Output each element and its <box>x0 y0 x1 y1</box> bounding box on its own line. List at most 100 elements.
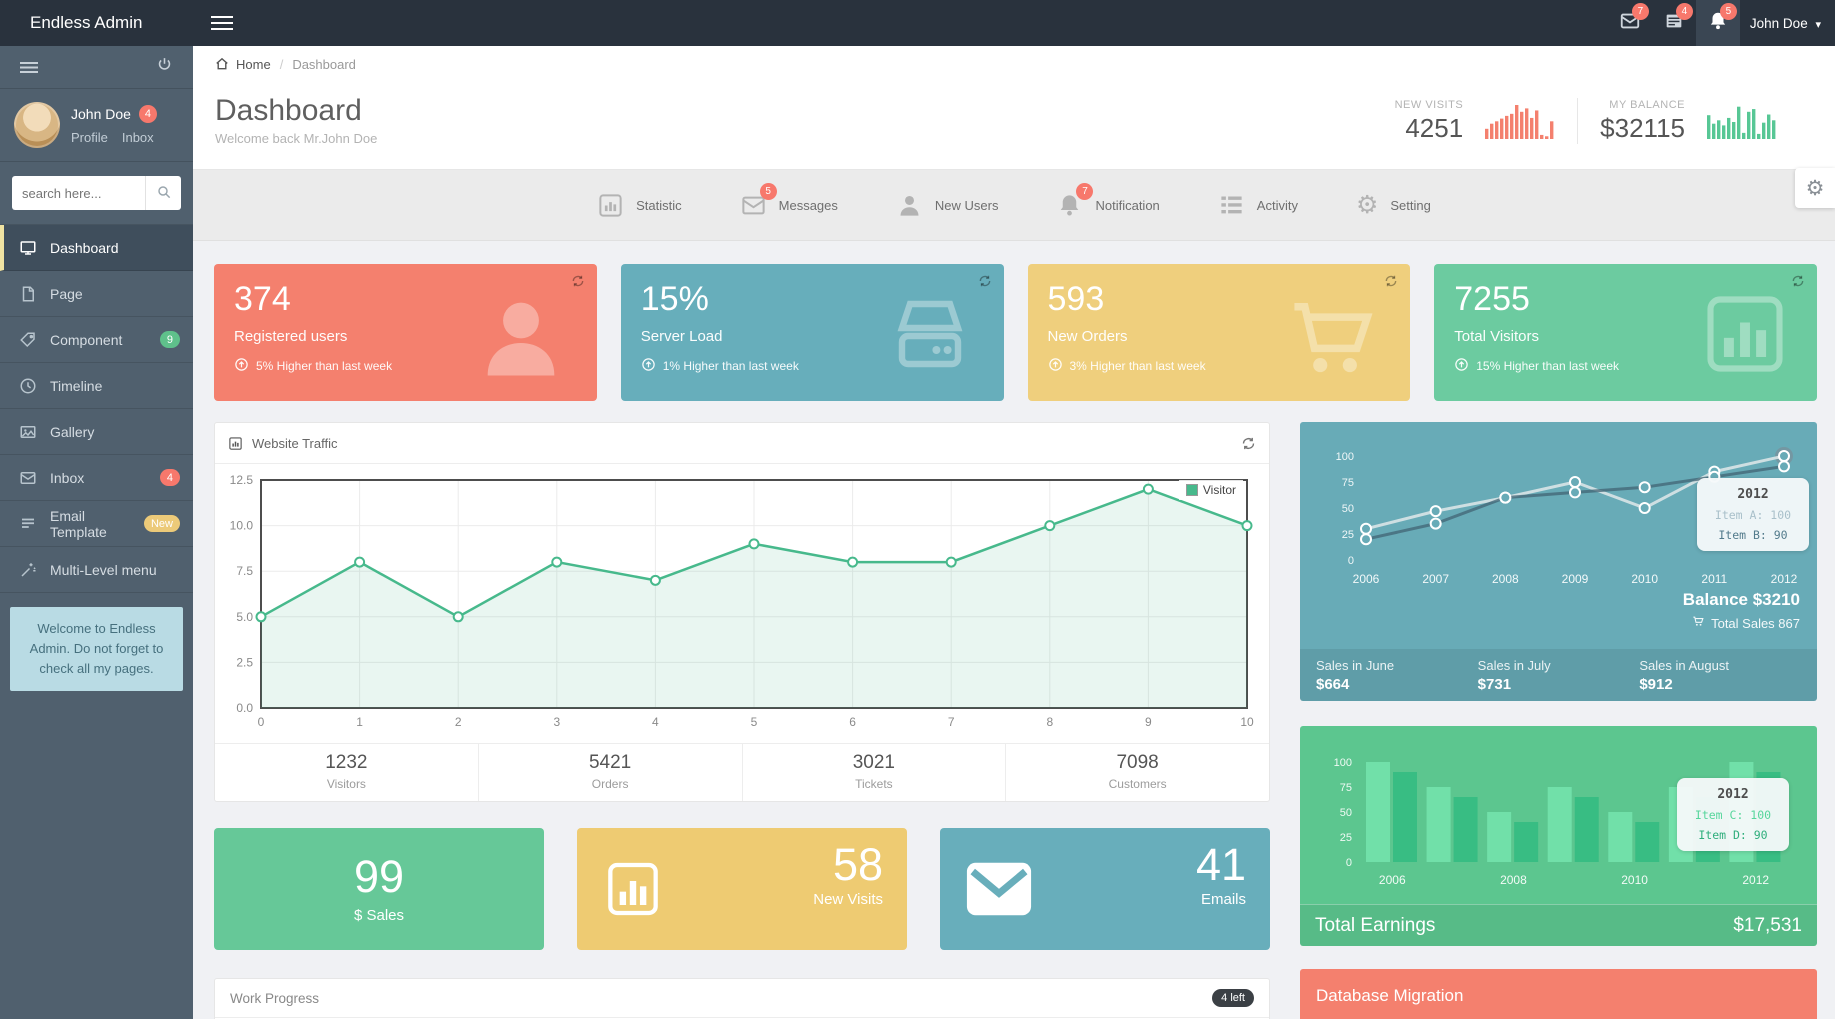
search-input[interactable] <box>12 176 145 210</box>
monthly-sales-strip: Sales in June $664 Sales in July $731 Sa… <box>1300 649 1817 701</box>
sale-value: $664 <box>1316 675 1350 693</box>
navbar-notifications-button[interactable]: 5 <box>1695 0 1740 46</box>
svg-text:2010: 2010 <box>1621 873 1648 887</box>
new-visits-sparkline <box>1485 105 1554 139</box>
balance-label: MY BALANCE <box>1609 98 1685 111</box>
toolbar-notification-badge: 7 <box>1076 182 1094 200</box>
page-icon <box>19 285 37 303</box>
website-traffic-panel: Website Traffic 0 1 2 3 4 5 6 7 8 9 10 0.0 2.5 5.0 7.5… <box>214 422 1270 802</box>
refresh-icon[interactable] <box>1241 436 1256 451</box>
navbar-hamburger-icon[interactable] <box>211 16 233 30</box>
stat-note: 15% Higher than last week <box>1476 359 1619 373</box>
toolbar-label: Setting <box>1390 197 1431 213</box>
traffic-stat-orders: 5421 Orders <box>477 744 742 801</box>
tooltip-row: Item B: 90 <box>1718 528 1788 542</box>
tasks-left-badge: 4 left <box>1212 989 1254 1007</box>
sales-june: Sales in June $664 <box>1316 658 1478 693</box>
refresh-icon[interactable] <box>571 274 585 293</box>
sidebar-collapse-icon[interactable] <box>20 61 38 73</box>
svg-text:50: 50 <box>1342 503 1354 515</box>
toolbar-messages[interactable]: 5 Messages <box>740 182 838 219</box>
arrow-up-circle-icon <box>1048 357 1063 375</box>
stat-card-registered-users: 374 Registered users 5% Higher than last… <box>214 264 597 401</box>
page-title: Dashboard <box>215 94 362 127</box>
refresh-icon[interactable] <box>1384 274 1398 293</box>
new-badge: New <box>143 515 180 532</box>
sidebar-item-email-template[interactable]: Email Template New <box>0 501 193 547</box>
welcome-note: Welcome to Endless Admin. Do not forget … <box>10 607 183 692</box>
svg-text:0: 0 <box>1348 555 1354 567</box>
sidebar-item-label: Multi-Level menu <box>50 561 157 578</box>
sidebar-item-component[interactable]: Component 9 <box>0 317 193 363</box>
arrow-up-circle-icon <box>641 357 656 375</box>
toolbar-notification[interactable]: 7 Notification <box>1056 182 1160 219</box>
settings-tab-button[interactable]: ⚙ <box>1795 168 1835 208</box>
stat-note: 3% Higher than last week <box>1069 359 1206 373</box>
breadcrumb-home[interactable]: Home <box>236 56 271 72</box>
balance-panel: 0 25 50 75 100 2006 2007 2008 2009 2010 2011 2012 2… <box>1300 422 1817 701</box>
traffic-stat-customers: 7098 Customers <box>1005 744 1269 801</box>
sidebar-item-multilevel-menu[interactable]: Multi-Level menu <box>0 547 193 593</box>
refresh-icon[interactable] <box>1791 274 1805 293</box>
sidebar-item-label: Gallery <box>50 423 95 440</box>
tooltip-row: Item D: 90 <box>1698 828 1768 842</box>
balance-value: $32115 <box>1600 112 1685 143</box>
sidebar-item-inbox[interactable]: Inbox 4 <box>0 455 193 501</box>
svg-text:2.5: 2.5 <box>236 655 253 669</box>
sidebar-item-dashboard[interactable]: Dashboard <box>0 225 193 271</box>
chart-legend: Visitor <box>1178 480 1243 500</box>
search-button[interactable] <box>145 176 181 210</box>
bar-chart-icon <box>597 192 624 219</box>
power-icon[interactable] <box>156 56 173 78</box>
svg-text:12.5: 12.5 <box>230 474 254 487</box>
toolbar-new-users[interactable]: New Users <box>896 192 999 219</box>
navbar-messages-button[interactable]: 7 <box>1608 0 1652 46</box>
svg-text:10.0: 10.0 <box>230 519 254 533</box>
inbox-link[interactable]: Inbox <box>121 130 154 145</box>
notifications-badge: 5 <box>1719 3 1737 20</box>
svg-text:2007: 2007 <box>1422 572 1449 586</box>
svg-text:0: 0 <box>258 715 265 729</box>
user-name: John Doe <box>1749 15 1808 31</box>
toolbar-setting[interactable]: ⚙ Setting <box>1356 192 1431 218</box>
home-icon <box>215 57 229 71</box>
new-visits-value: 58 <box>832 839 883 890</box>
sidebar-item-gallery[interactable]: Gallery <box>0 409 193 455</box>
avatar[interactable] <box>14 102 60 148</box>
stat-value: 374 <box>234 280 291 318</box>
sidebar-item-label: Email Template <box>50 507 107 540</box>
envelope-icon <box>19 469 37 487</box>
stat-note: 5% Higher than last week <box>256 359 393 373</box>
stat-value: 15% <box>640 280 709 318</box>
toolbar-statistic[interactable]: Statistic <box>597 192 682 219</box>
traffic-stats-row: 1232 Visitors 5421 Orders 3021 Tickets <box>215 743 1269 801</box>
sidebar-item-timeline[interactable]: Timeline <box>0 363 193 409</box>
svg-text:3: 3 <box>553 715 560 729</box>
tooltip-title: 2012 <box>1717 787 1749 802</box>
svg-text:6: 6 <box>849 715 856 729</box>
sale-label: Sales in August <box>1639 657 1729 673</box>
chart-tooltip: 2012 Item C: 100 Item D: 90 <box>1677 778 1789 851</box>
toolbar-activity[interactable]: Activity <box>1218 192 1298 219</box>
image-icon <box>19 423 37 441</box>
refresh-icon[interactable] <box>978 274 992 293</box>
toolbar-label: Notification <box>1095 197 1160 213</box>
stat-value: 5421 <box>588 752 632 773</box>
svg-text:0: 0 <box>1346 857 1352 869</box>
sidebar-item-page[interactable]: Page <box>0 271 193 317</box>
balance-total: Balance $3210 <box>1682 590 1800 609</box>
svg-text:100: 100 <box>1336 451 1354 463</box>
navbar-tasks-button[interactable]: 4 <box>1652 0 1696 46</box>
breadcrumb: Home / Dashboard <box>193 46 1835 82</box>
sidebar-item-label: Inbox <box>50 469 85 486</box>
website-traffic-chart[interactable]: 0 1 2 3 4 5 6 7 8 9 10 0.0 2.5 5.0 7.5 10.0 12.5 <box>221 473 1261 736</box>
sale-value: $912 <box>1639 675 1673 693</box>
user-menu[interactable]: John Doe ▾ <box>1750 16 1821 31</box>
page-header: Dashboard Welcome back Mr.John Doe NEW V… <box>193 82 1835 170</box>
panel-title: Database Migration <box>1316 986 1464 1005</box>
balance-line-chart[interactable]: 0 25 50 75 100 2006 2007 2008 2009 2010 2011 2012 <box>1316 434 1801 589</box>
toolbar-label: New Users <box>934 197 999 213</box>
sidebar-item-label: Page <box>50 285 83 302</box>
profile-link[interactable]: Profile <box>71 130 108 145</box>
stat-value: 7098 <box>1116 752 1159 773</box>
